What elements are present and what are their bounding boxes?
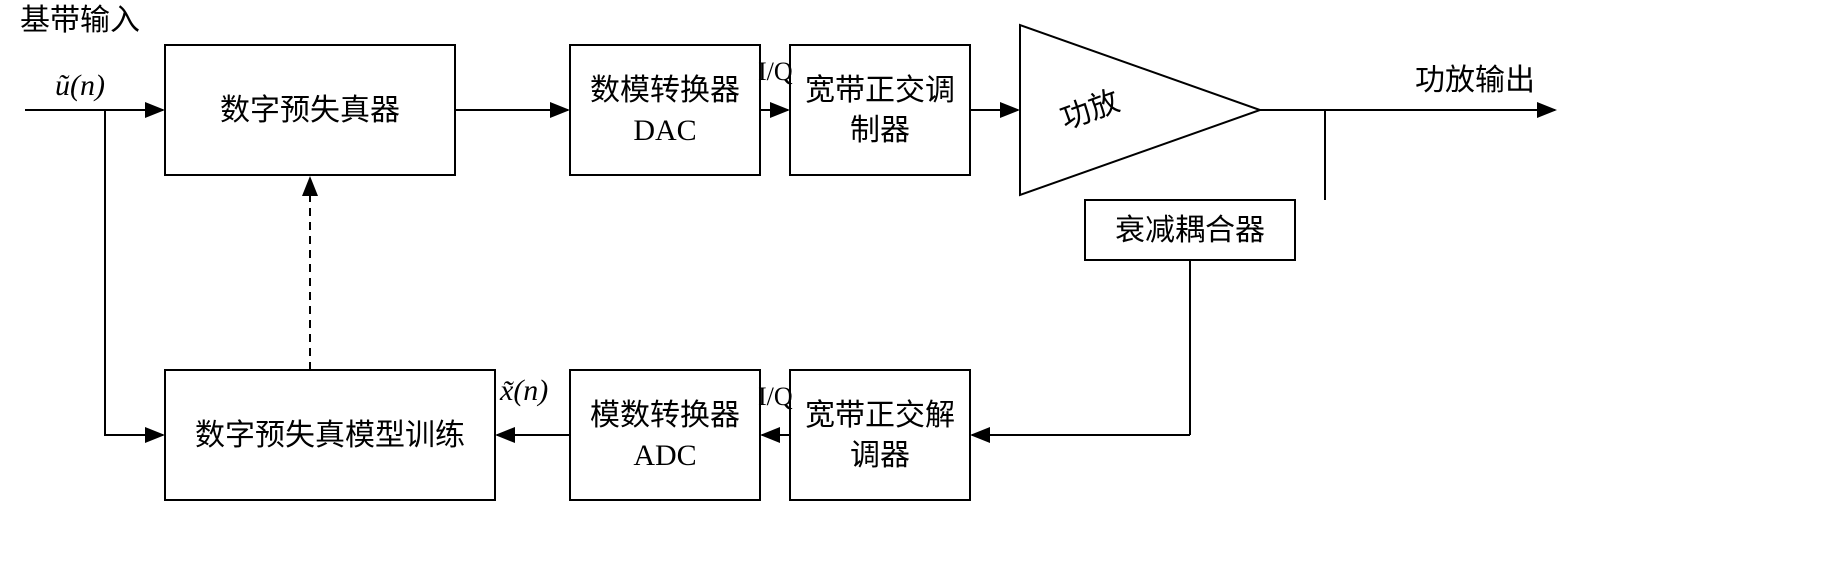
box-dac — [570, 45, 760, 175]
label-input-title: 基带输入 — [20, 4, 140, 37]
box-adc — [570, 370, 760, 500]
label-modulator-1: 宽带正交调 — [805, 74, 955, 107]
label-coupler: 衰减耦合器 — [1115, 214, 1265, 247]
label-iq-2: I/Q — [758, 382, 793, 411]
box-modulator — [790, 45, 970, 175]
label-iq-1: I/Q — [758, 57, 793, 86]
label-adc-1: 模数转换器 — [590, 399, 740, 432]
shape-pa-triangle — [1020, 25, 1260, 195]
label-adc-2: ADC — [633, 439, 696, 472]
label-predistorter: 数字预失真器 — [220, 94, 400, 127]
label-feedback-signal: x̃(n) — [499, 374, 548, 407]
label-input-signal: ũ(n) — [55, 69, 105, 102]
label-trainer: 数字预失真模型训练 — [195, 419, 465, 452]
label-modulator-2: 制器 — [850, 114, 910, 147]
box-demodulator — [790, 370, 970, 500]
label-demodulator-1: 宽带正交解 — [805, 399, 955, 432]
label-output-title: 功放输出 — [1415, 64, 1535, 97]
label-dac-2: DAC — [633, 114, 696, 147]
label-dac-1: 数模转换器 — [590, 74, 740, 107]
label-demodulator-2: 调器 — [850, 439, 910, 472]
edge-input-to-trainer — [105, 110, 163, 435]
